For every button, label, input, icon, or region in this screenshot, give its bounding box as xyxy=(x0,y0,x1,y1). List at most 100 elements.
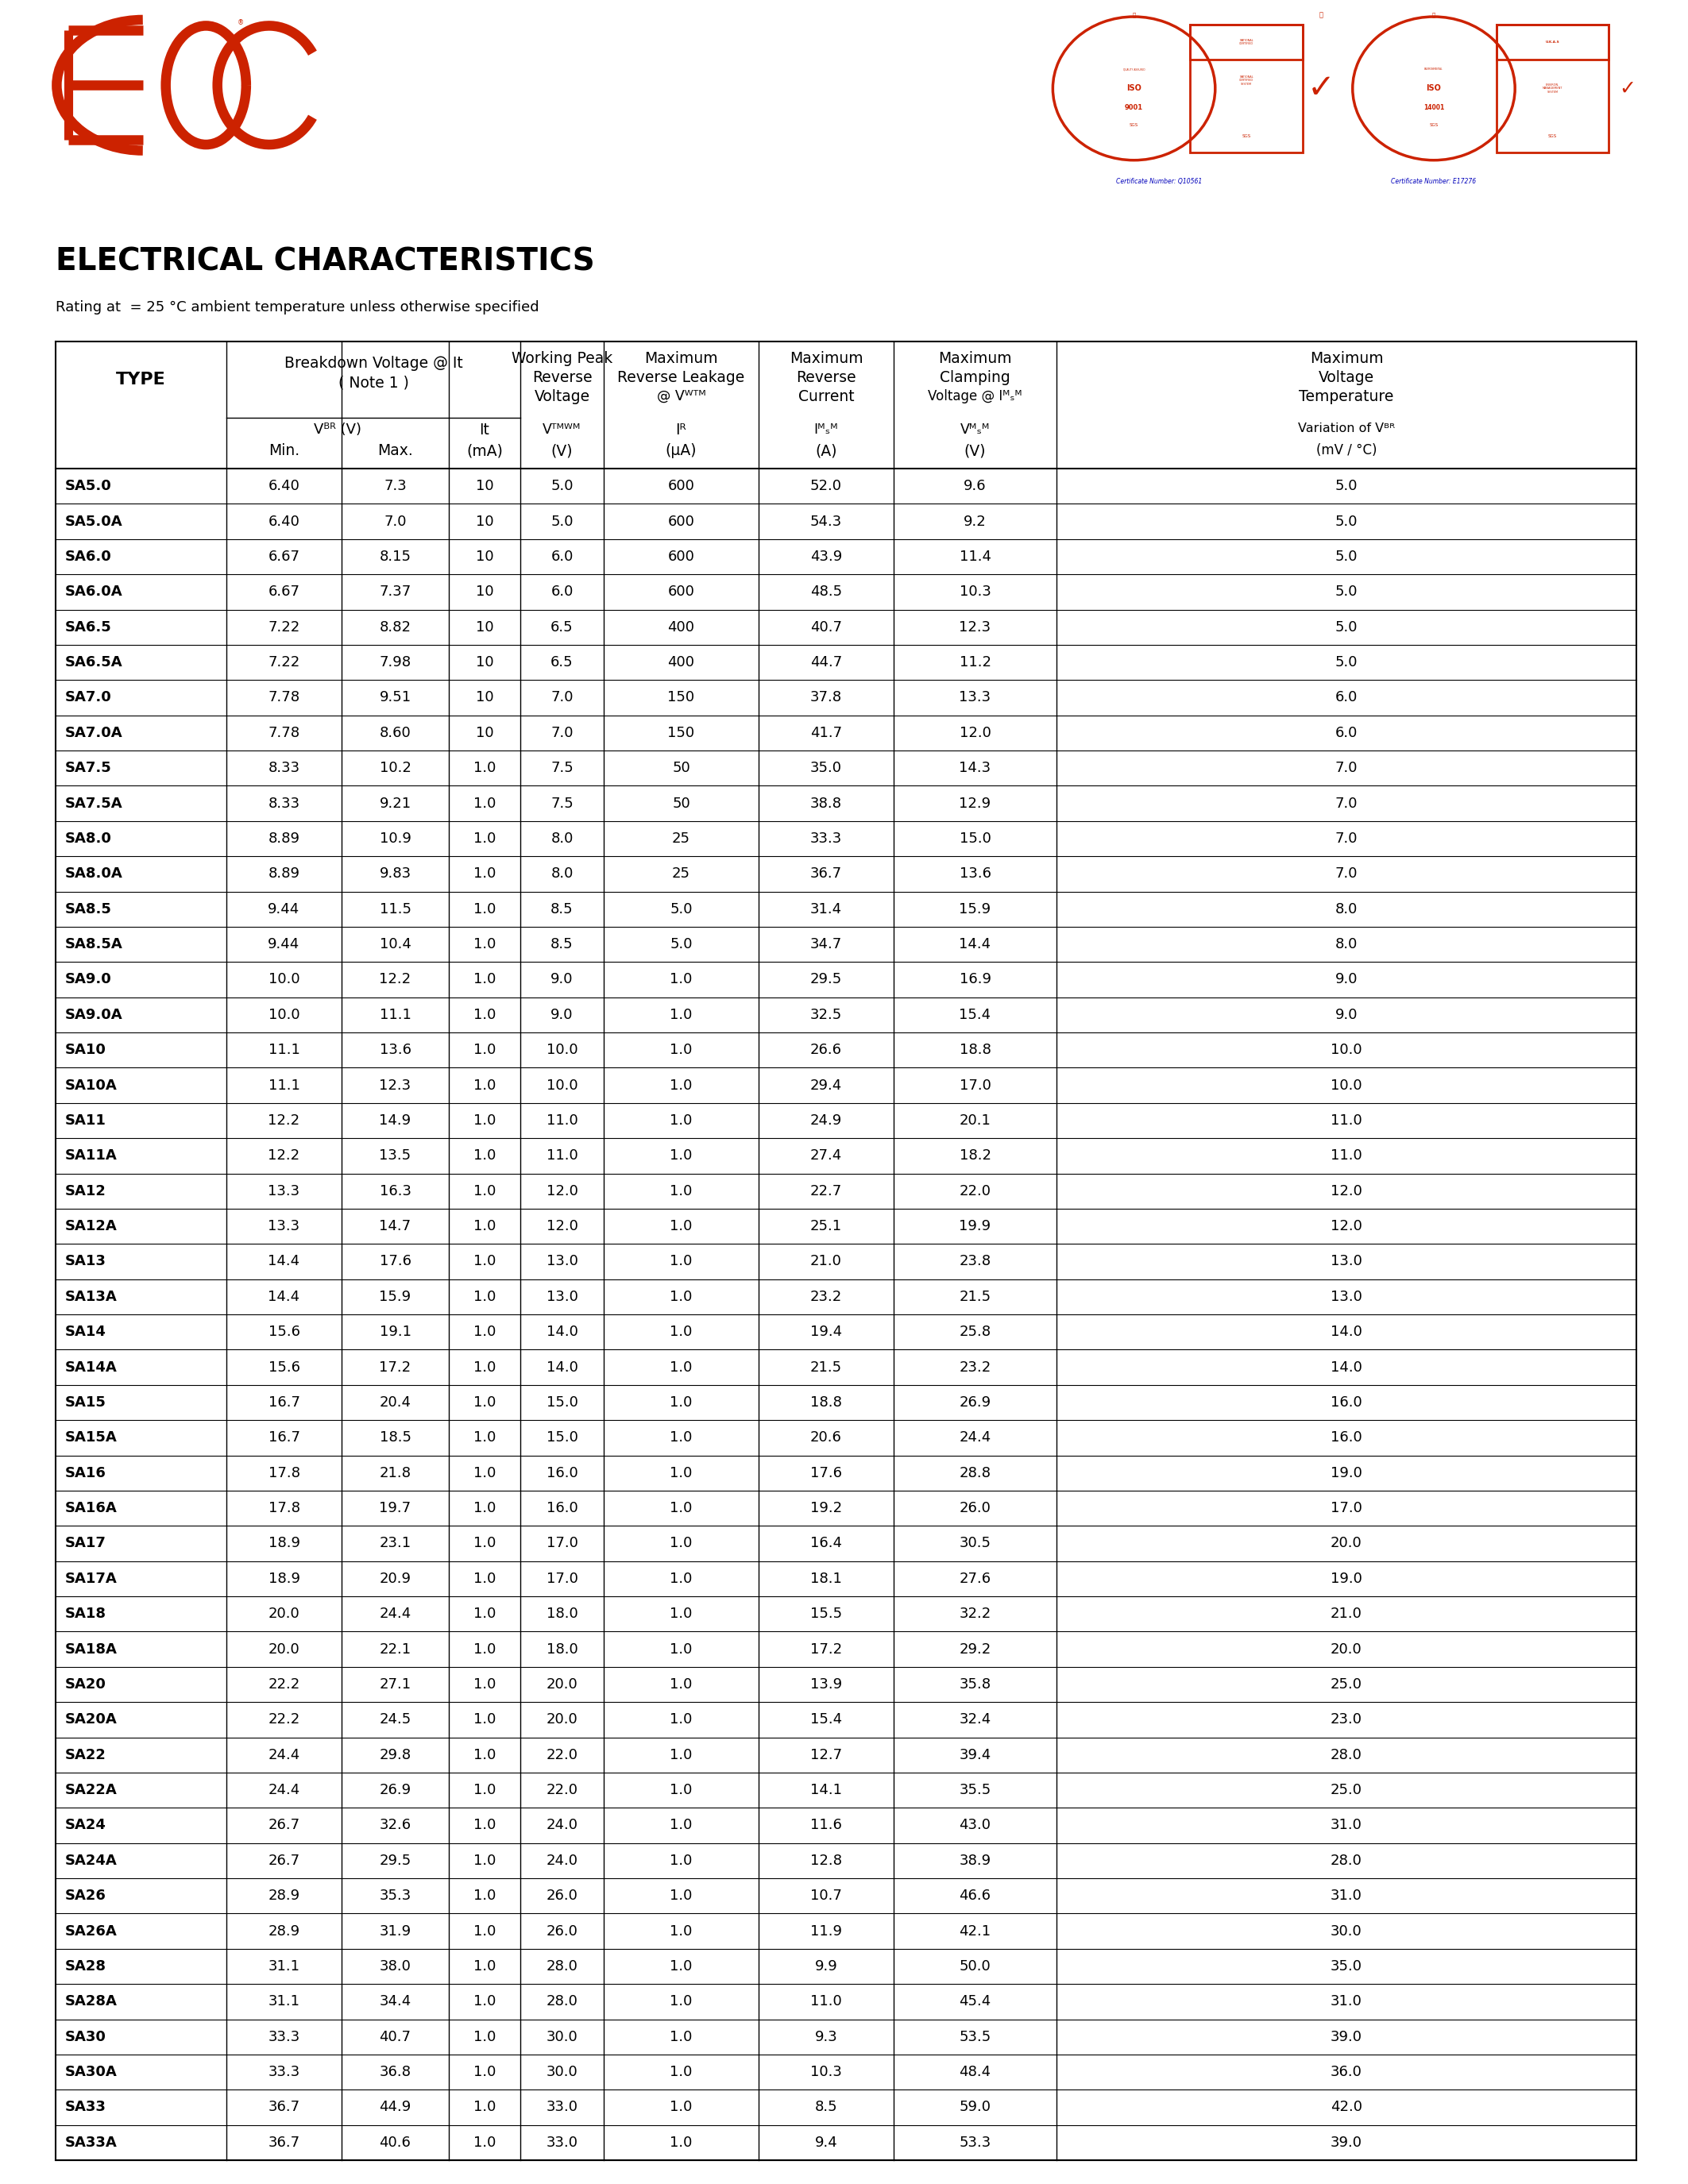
Text: 7.22: 7.22 xyxy=(268,620,300,633)
Text: (mV / °C): (mV / °C) xyxy=(1317,443,1377,456)
Text: 27.6: 27.6 xyxy=(959,1572,991,1586)
Text: SA33A: SA33A xyxy=(66,2136,118,2149)
Text: 1.0: 1.0 xyxy=(670,1994,692,2009)
Text: 12.0: 12.0 xyxy=(1330,1219,1362,1234)
Text: SA5.0A: SA5.0A xyxy=(66,513,123,529)
Text: 1.0: 1.0 xyxy=(670,1959,692,1974)
Text: 12.0: 12.0 xyxy=(959,725,991,740)
Text: 1.0: 1.0 xyxy=(473,1500,496,1516)
Text: 31.9: 31.9 xyxy=(380,1924,412,1937)
Text: 8.5: 8.5 xyxy=(815,2101,837,2114)
Text: 7.0: 7.0 xyxy=(550,725,574,740)
Text: 11.0: 11.0 xyxy=(1330,1114,1362,1127)
Text: 1.0: 1.0 xyxy=(670,1500,692,1516)
Text: 9.6: 9.6 xyxy=(964,478,986,494)
Text: 18.5: 18.5 xyxy=(380,1431,412,1446)
Text: 19.7: 19.7 xyxy=(380,1500,412,1516)
Text: 28.9: 28.9 xyxy=(268,1889,300,1902)
Text: 39.0: 39.0 xyxy=(1330,2136,1362,2149)
Text: 8.15: 8.15 xyxy=(380,550,412,563)
Text: 17.0: 17.0 xyxy=(959,1079,991,1092)
Text: ISO: ISO xyxy=(1126,85,1141,92)
Text: 10.9: 10.9 xyxy=(380,832,412,845)
Text: 18.8: 18.8 xyxy=(810,1396,842,1409)
Text: 1.0: 1.0 xyxy=(473,1361,496,1374)
Text: 31.0: 31.0 xyxy=(1330,1819,1362,1832)
Text: 33.3: 33.3 xyxy=(810,832,842,845)
Text: 12.3: 12.3 xyxy=(380,1079,412,1092)
Text: 1.0: 1.0 xyxy=(670,1149,692,1162)
Text: 5.0: 5.0 xyxy=(670,937,692,952)
Text: 16.0: 16.0 xyxy=(1330,1431,1362,1446)
Text: 12.3: 12.3 xyxy=(959,620,991,633)
Text: 35.3: 35.3 xyxy=(380,1889,412,1902)
Text: 38.9: 38.9 xyxy=(959,1854,991,1867)
Text: SA28: SA28 xyxy=(66,1959,106,1974)
Text: 8.0: 8.0 xyxy=(550,832,574,845)
Text: 20.4: 20.4 xyxy=(380,1396,412,1409)
Text: 15.9: 15.9 xyxy=(380,1289,412,1304)
Text: 👑: 👑 xyxy=(1431,13,1435,17)
Text: 45.4: 45.4 xyxy=(959,1994,991,2009)
Text: 11.6: 11.6 xyxy=(810,1819,842,1832)
Text: 15.0: 15.0 xyxy=(547,1396,577,1409)
Text: 26.6: 26.6 xyxy=(810,1044,842,1057)
Text: 43.9: 43.9 xyxy=(810,550,842,563)
Text: @ Vᵂᵀᴹ: @ Vᵂᵀᴹ xyxy=(657,389,706,404)
Text: SA13: SA13 xyxy=(66,1254,106,1269)
Text: 1.0: 1.0 xyxy=(473,1465,496,1481)
Text: 8.0: 8.0 xyxy=(1335,902,1357,917)
Text: 14.0: 14.0 xyxy=(1330,1326,1362,1339)
Text: 6.0: 6.0 xyxy=(1335,690,1357,705)
Text: 23.2: 23.2 xyxy=(810,1289,842,1304)
Text: 54.3: 54.3 xyxy=(810,513,842,529)
Text: 42.1: 42.1 xyxy=(959,1924,991,1937)
Text: 20.0: 20.0 xyxy=(1330,1642,1362,1655)
Text: Current: Current xyxy=(798,389,854,404)
Text: 1.0: 1.0 xyxy=(670,2029,692,2044)
Text: 28.0: 28.0 xyxy=(1330,1747,1362,1762)
Text: 7.3: 7.3 xyxy=(383,478,407,494)
Text: 5.0: 5.0 xyxy=(670,902,692,917)
Text: 8.5: 8.5 xyxy=(550,937,574,952)
Text: 1.0: 1.0 xyxy=(670,1819,692,1832)
Bar xyxy=(1496,24,1609,153)
Text: Maximum: Maximum xyxy=(790,352,863,367)
Text: 1.0: 1.0 xyxy=(473,2101,496,2114)
Text: 13.0: 13.0 xyxy=(1330,1254,1362,1269)
Text: 8.89: 8.89 xyxy=(268,867,300,880)
Text: SGS: SGS xyxy=(1242,133,1251,138)
Text: 18.9: 18.9 xyxy=(268,1535,300,1551)
Text: SA20: SA20 xyxy=(66,1677,106,1693)
Text: 50: 50 xyxy=(672,760,690,775)
Text: 1.0: 1.0 xyxy=(473,1924,496,1937)
Text: 5.0: 5.0 xyxy=(1335,513,1357,529)
Text: 15.6: 15.6 xyxy=(268,1326,300,1339)
Text: 24.0: 24.0 xyxy=(547,1819,577,1832)
Text: 26.0: 26.0 xyxy=(959,1500,991,1516)
Text: 1.0: 1.0 xyxy=(473,1712,496,1728)
Text: 1.0: 1.0 xyxy=(473,1782,496,1797)
Text: 1.0: 1.0 xyxy=(670,1642,692,1655)
Text: 35.8: 35.8 xyxy=(959,1677,991,1693)
Text: 14.3: 14.3 xyxy=(959,760,991,775)
Text: 7.78: 7.78 xyxy=(268,690,300,705)
Text: 1.0: 1.0 xyxy=(670,1114,692,1127)
Text: 13.9: 13.9 xyxy=(810,1677,842,1693)
Text: 8.82: 8.82 xyxy=(380,620,412,633)
Text: 10: 10 xyxy=(476,690,493,705)
Text: 6.5: 6.5 xyxy=(550,655,574,670)
Text: 11.4: 11.4 xyxy=(959,550,991,563)
Text: 20.0: 20.0 xyxy=(1330,1535,1362,1551)
Text: 28.0: 28.0 xyxy=(547,1994,577,2009)
Text: 9.83: 9.83 xyxy=(380,867,412,880)
Text: SA22: SA22 xyxy=(66,1747,106,1762)
Text: 1.0: 1.0 xyxy=(670,1044,692,1057)
Text: 14.7: 14.7 xyxy=(380,1219,412,1234)
Text: 12.0: 12.0 xyxy=(547,1219,577,1234)
Text: 52.0: 52.0 xyxy=(810,478,842,494)
Text: 6.0: 6.0 xyxy=(550,550,574,563)
Text: 10: 10 xyxy=(476,478,493,494)
Text: 32.2: 32.2 xyxy=(959,1607,991,1621)
Text: 10.4: 10.4 xyxy=(380,937,412,952)
